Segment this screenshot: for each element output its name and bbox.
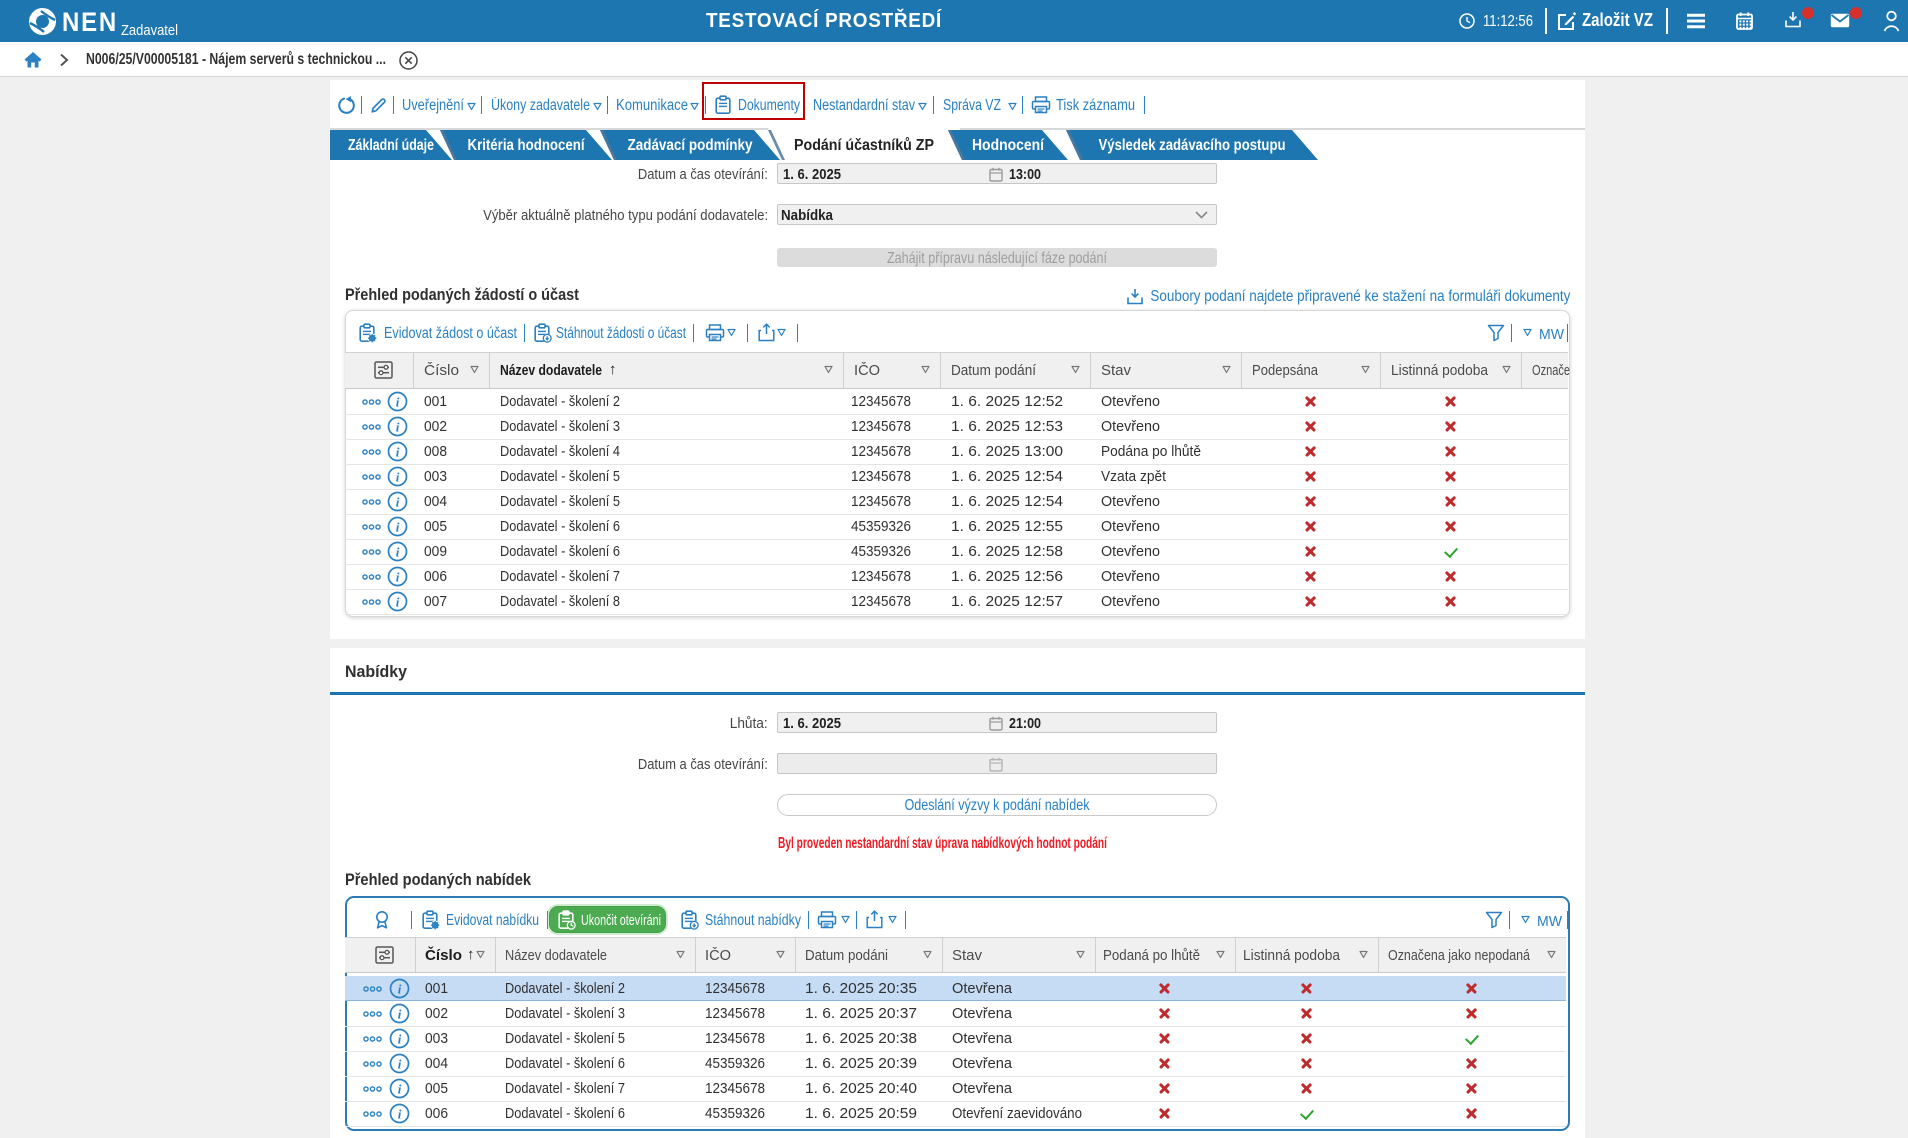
svg-text:i: i <box>398 1107 402 1122</box>
svg-text:i: i <box>396 470 400 485</box>
svg-text:Výsledek zadávacího postupu: Výsledek zadávacího postupu <box>1099 137 1286 154</box>
svg-text:i: i <box>398 1032 402 1047</box>
svg-text:i: i <box>396 545 400 560</box>
svg-text:i: i <box>396 570 400 585</box>
svg-text:Zadávací podmínky: Zadávací podmínky <box>628 137 753 154</box>
svg-text:i: i <box>396 595 400 610</box>
svg-text:Podání účastníků ZP: Podání účastníků ZP <box>794 137 934 154</box>
svg-text:i: i <box>396 420 400 435</box>
svg-text:i: i <box>396 495 400 510</box>
svg-text:i: i <box>396 395 400 410</box>
svg-text:i: i <box>396 520 400 535</box>
svg-text:Základní údaje: Základní údaje <box>348 137 434 154</box>
svg-text:i: i <box>398 1007 402 1022</box>
svg-text:Hodnocení: Hodnocení <box>972 137 1045 154</box>
svg-text:Kritéria hodnocení: Kritéria hodnocení <box>468 137 586 154</box>
svg-text:i: i <box>398 982 402 997</box>
svg-text:i: i <box>398 1057 402 1072</box>
svg-text:i: i <box>396 445 400 460</box>
svg-text:i: i <box>398 1082 402 1097</box>
